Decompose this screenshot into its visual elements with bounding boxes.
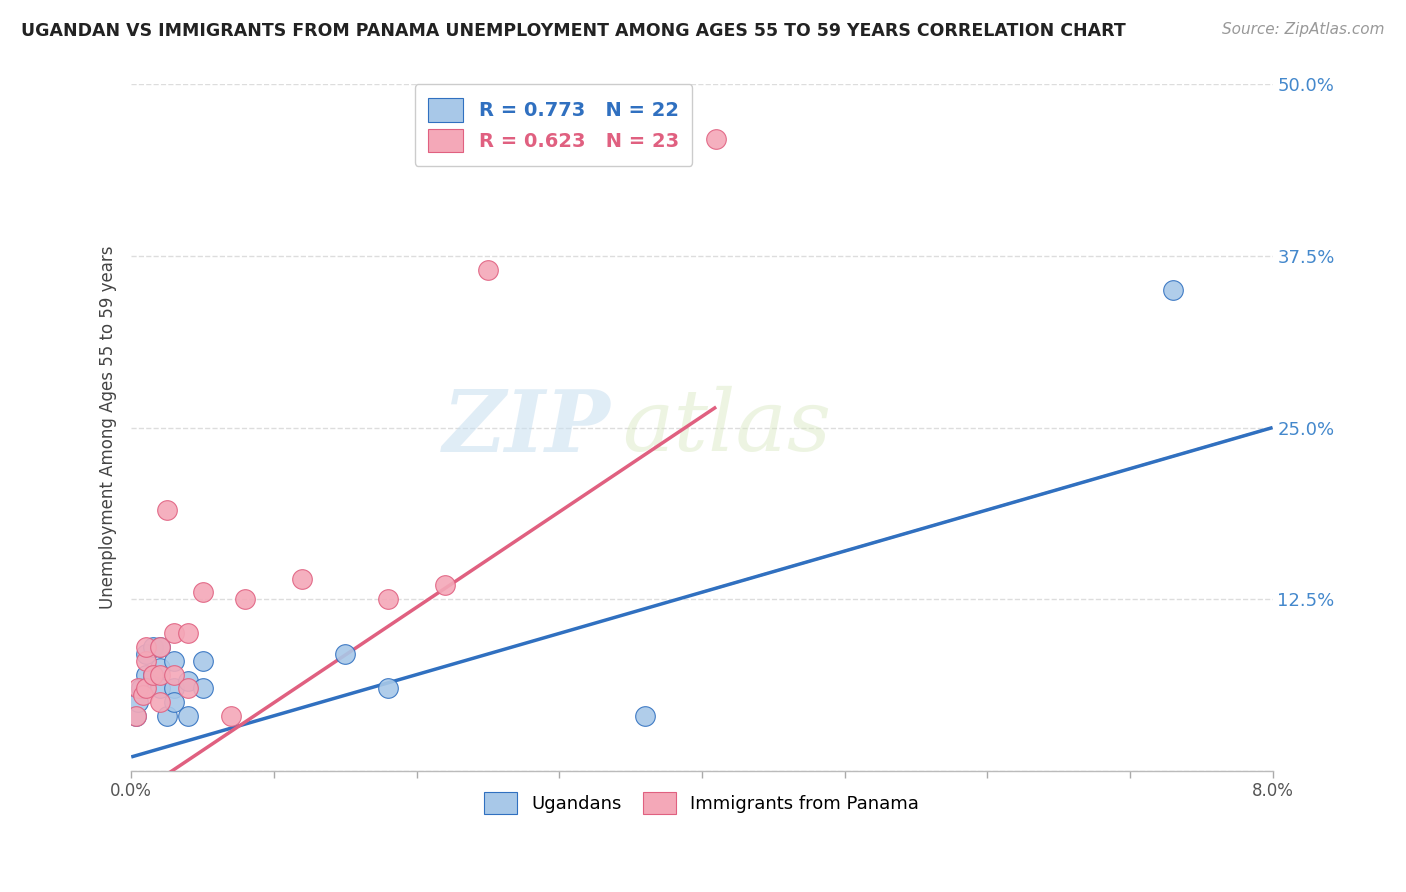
Point bbox=[163, 667, 186, 681]
Point bbox=[235, 592, 257, 607]
Point bbox=[163, 626, 186, 640]
Point bbox=[704, 132, 727, 146]
Point bbox=[142, 640, 165, 655]
Point bbox=[149, 640, 172, 655]
Point bbox=[191, 681, 214, 696]
Point bbox=[377, 592, 399, 607]
Point bbox=[149, 640, 172, 655]
Point bbox=[134, 667, 156, 681]
Point bbox=[634, 708, 657, 723]
Point bbox=[156, 708, 179, 723]
Text: atlas: atlas bbox=[621, 386, 831, 469]
Point bbox=[142, 667, 165, 681]
Point bbox=[149, 681, 172, 696]
Point bbox=[177, 674, 200, 689]
Point bbox=[134, 681, 156, 696]
Point bbox=[163, 654, 186, 668]
Point bbox=[149, 667, 172, 681]
Text: ZIP: ZIP bbox=[443, 386, 610, 469]
Point bbox=[434, 578, 457, 592]
Point bbox=[1161, 283, 1184, 297]
Point bbox=[131, 688, 153, 702]
Point bbox=[191, 585, 214, 599]
Point bbox=[129, 681, 152, 696]
Point bbox=[163, 695, 186, 709]
Text: Source: ZipAtlas.com: Source: ZipAtlas.com bbox=[1222, 22, 1385, 37]
Point bbox=[134, 647, 156, 661]
Legend: Ugandans, Immigrants from Panama: Ugandans, Immigrants from Panama bbox=[475, 783, 928, 823]
Point bbox=[127, 681, 149, 696]
Point bbox=[134, 654, 156, 668]
Point bbox=[124, 708, 146, 723]
Y-axis label: Unemployment Among Ages 55 to 59 years: Unemployment Among Ages 55 to 59 years bbox=[100, 246, 117, 609]
Point bbox=[124, 708, 146, 723]
Point bbox=[177, 626, 200, 640]
Point bbox=[149, 695, 172, 709]
Point bbox=[127, 695, 149, 709]
Point bbox=[134, 640, 156, 655]
Point bbox=[177, 708, 200, 723]
Point bbox=[377, 681, 399, 696]
Point bbox=[219, 708, 242, 723]
Text: UGANDAN VS IMMIGRANTS FROM PANAMA UNEMPLOYMENT AMONG AGES 55 TO 59 YEARS CORRELA: UGANDAN VS IMMIGRANTS FROM PANAMA UNEMPL… bbox=[21, 22, 1126, 40]
Point bbox=[477, 262, 499, 277]
Point bbox=[163, 681, 186, 696]
Point bbox=[291, 572, 314, 586]
Point bbox=[156, 503, 179, 517]
Point bbox=[191, 654, 214, 668]
Point bbox=[177, 681, 200, 696]
Point bbox=[149, 661, 172, 675]
Point bbox=[335, 647, 357, 661]
Point bbox=[142, 667, 165, 681]
